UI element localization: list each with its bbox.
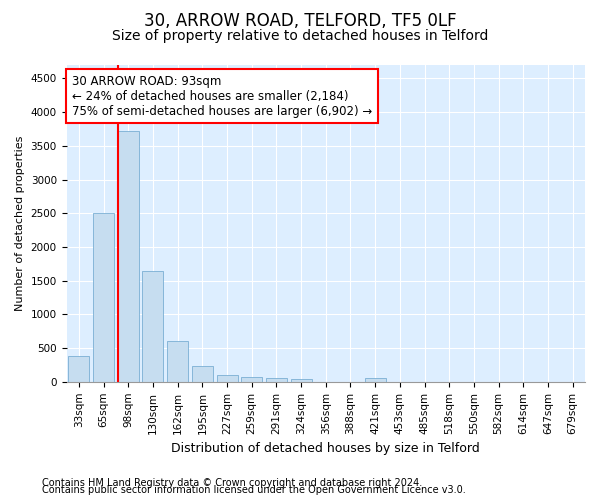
X-axis label: Distribution of detached houses by size in Telford: Distribution of detached houses by size … xyxy=(172,442,480,455)
Bar xyxy=(217,375,238,382)
Text: Contains public sector information licensed under the Open Government Licence v3: Contains public sector information licen… xyxy=(42,485,466,495)
Bar xyxy=(68,356,89,382)
Text: Contains HM Land Registry data © Crown copyright and database right 2024.: Contains HM Land Registry data © Crown c… xyxy=(42,478,422,488)
Text: 30, ARROW ROAD, TELFORD, TF5 0LF: 30, ARROW ROAD, TELFORD, TF5 0LF xyxy=(143,12,457,30)
Text: Size of property relative to detached houses in Telford: Size of property relative to detached ho… xyxy=(112,29,488,43)
Bar xyxy=(93,214,114,382)
Bar xyxy=(290,379,311,382)
Bar xyxy=(266,378,287,382)
Bar xyxy=(192,366,213,382)
Bar xyxy=(118,131,139,382)
Bar xyxy=(142,272,163,382)
Y-axis label: Number of detached properties: Number of detached properties xyxy=(15,136,25,311)
Bar xyxy=(167,342,188,382)
Bar xyxy=(365,378,386,382)
Bar xyxy=(241,377,262,382)
Text: 30 ARROW ROAD: 93sqm
← 24% of detached houses are smaller (2,184)
75% of semi-de: 30 ARROW ROAD: 93sqm ← 24% of detached h… xyxy=(72,74,372,118)
